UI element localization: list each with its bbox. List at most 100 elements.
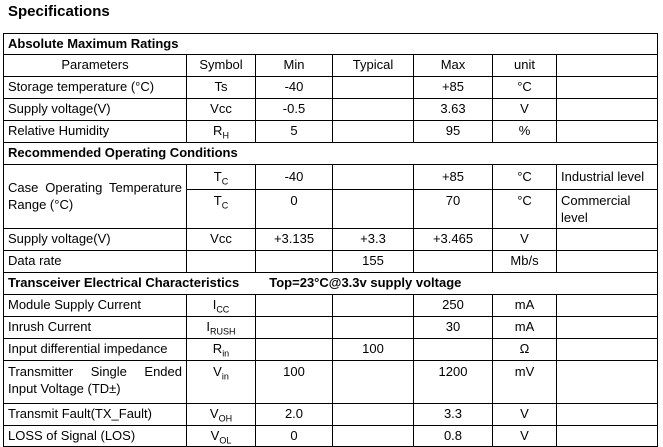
note-cell bbox=[555, 227, 659, 251]
test-condition: Top=23°C@3.3v supply voltage bbox=[269, 275, 462, 291]
symbol-cell: TC bbox=[186, 163, 256, 190]
typical-cell bbox=[332, 359, 414, 404]
note-cell bbox=[555, 337, 659, 361]
unit-cell: Ω bbox=[492, 337, 557, 361]
symbol-cell: Vin bbox=[186, 359, 256, 404]
page-title: Specifications bbox=[8, 3, 110, 20]
table-row: Supply voltage(V) Vcc -0.5 3.63 V bbox=[3, 97, 659, 121]
typical-cell bbox=[332, 163, 414, 190]
note-cell bbox=[555, 249, 659, 273]
param-cell: Inrush Current bbox=[3, 315, 187, 339]
typical-cell: 100 bbox=[332, 337, 414, 361]
symbol-cell: RH bbox=[186, 119, 256, 143]
min-cell: -0.5 bbox=[255, 97, 333, 121]
param-cell: Module Supply Current bbox=[3, 293, 187, 317]
min-cell bbox=[255, 249, 333, 273]
unit-cell: mA bbox=[492, 293, 557, 317]
column-header-min: Min bbox=[255, 53, 333, 77]
section-header-absolute-maximum-ratings: Absolute Maximum Ratings bbox=[2, 33, 659, 55]
symbol-cell: IRUSH bbox=[186, 315, 256, 339]
param-cell: Data rate bbox=[3, 249, 187, 273]
min-cell: 0 bbox=[255, 188, 333, 229]
column-header-notes bbox=[555, 53, 659, 77]
typical-cell bbox=[332, 424, 414, 447]
typical-cell bbox=[332, 188, 414, 229]
param-cell: Transmitter Single Ended Input Voltage (… bbox=[3, 359, 187, 404]
min-cell bbox=[255, 315, 333, 339]
symbol-cell: Vcc bbox=[186, 97, 256, 121]
param-cell: Transmit Fault(TX_Fault) bbox=[3, 402, 187, 426]
table-row: Case Operating Temperature Range (°C) TC… bbox=[3, 163, 659, 229]
note-cell bbox=[555, 402, 659, 426]
column-header-parameters: Parameters bbox=[3, 53, 187, 77]
max-cell: 3.63 bbox=[413, 97, 493, 121]
min-cell: -40 bbox=[255, 163, 333, 190]
max-cell: 1200 bbox=[413, 359, 493, 404]
symbol-cell: VOL bbox=[186, 424, 256, 447]
unit-cell: °C bbox=[492, 188, 557, 229]
section-row-recommended-operating-conditions: Recommended Operating Conditions bbox=[2, 141, 659, 165]
unit-cell: °C bbox=[492, 75, 557, 99]
note-cell bbox=[555, 293, 659, 317]
max-cell bbox=[413, 337, 493, 361]
note-cell bbox=[555, 97, 659, 121]
table-row: Storage temperature (°C) Ts -40 +85 °C bbox=[3, 75, 659, 99]
param-cell: Relative Humidity bbox=[3, 119, 187, 143]
column-header-symbol: Symbol bbox=[186, 53, 256, 77]
min-cell bbox=[255, 293, 333, 317]
spec-table: Absolute Maximum Ratings Parameters Symb… bbox=[2, 33, 659, 447]
typical-cell bbox=[332, 402, 414, 426]
section-header-transceiver-electrical-characteristics: Transceiver Electrical Characteristics To… bbox=[2, 271, 659, 295]
max-cell: 3.3 bbox=[413, 402, 493, 426]
max-cell: +85 bbox=[413, 75, 493, 99]
section-header-recommended-operating-conditions: Recommended Operating Conditions bbox=[2, 141, 659, 165]
param-cell: Supply voltage(V) bbox=[3, 97, 187, 121]
symbol-cell: VOH bbox=[186, 402, 256, 426]
symbol-cell bbox=[186, 249, 256, 273]
table-row: Supply voltage(V) Vcc +3.135 +3.3 +3.465… bbox=[3, 227, 659, 251]
table-row: LOSS of Signal (LOS) VOL 0 0.8 V bbox=[3, 424, 659, 447]
param-cell: Case Operating Temperature Range (°C) bbox=[3, 163, 187, 229]
column-header-max: Max bbox=[413, 53, 493, 77]
max-cell: 30 bbox=[413, 315, 493, 339]
typical-cell: 155 bbox=[332, 249, 414, 273]
table-row: TC 0 70 °C Commercial level bbox=[4, 188, 659, 229]
column-header-unit: unit bbox=[492, 53, 557, 77]
typical-cell: +3.3 bbox=[332, 227, 414, 251]
unit-cell: Mb/s bbox=[492, 249, 557, 273]
param-cell: Storage temperature (°C) bbox=[3, 75, 187, 99]
param-cell: Input differential impedance bbox=[3, 337, 187, 361]
table-row: Input differential impedance Rin 100 Ω bbox=[3, 337, 659, 361]
unit-cell: °C bbox=[492, 163, 557, 190]
min-cell: 2.0 bbox=[255, 402, 333, 426]
table-row: Transmit Fault(TX_Fault) VOH 2.0 3.3 V bbox=[3, 402, 659, 426]
note-cell bbox=[555, 424, 659, 447]
min-cell bbox=[255, 337, 333, 361]
typical-cell bbox=[332, 315, 414, 339]
unit-cell: V bbox=[492, 227, 557, 251]
note-cell: Commercial level bbox=[555, 188, 659, 229]
max-cell bbox=[413, 249, 493, 273]
unit-cell: V bbox=[492, 424, 557, 447]
unit-cell: V bbox=[492, 97, 557, 121]
note-cell bbox=[555, 119, 659, 143]
section-row-absolute-maximum-ratings: Absolute Maximum Ratings bbox=[2, 33, 659, 55]
min-cell: 5 bbox=[255, 119, 333, 143]
max-cell: 250 bbox=[413, 293, 493, 317]
min-cell: 100 bbox=[255, 359, 333, 404]
unit-cell: % bbox=[492, 119, 557, 143]
table-row: Inrush Current IRUSH 30 mA bbox=[3, 315, 659, 339]
column-header-row: Parameters Symbol Min Typical Max unit bbox=[3, 53, 659, 77]
symbol-cell: Vcc bbox=[186, 227, 256, 251]
min-cell: +3.135 bbox=[255, 227, 333, 251]
max-cell: +85 bbox=[413, 163, 493, 190]
unit-cell: mA bbox=[492, 315, 557, 339]
typical-cell bbox=[332, 97, 414, 121]
section-title: Transceiver Electrical Characteristics bbox=[8, 275, 240, 291]
typical-cell bbox=[332, 293, 414, 317]
unit-cell: mV bbox=[492, 359, 557, 404]
param-cell: Supply voltage(V) bbox=[3, 227, 187, 251]
max-cell: 95 bbox=[413, 119, 493, 143]
symbol-cell: ICC bbox=[186, 293, 256, 317]
symbol-cell: Rin bbox=[186, 337, 256, 361]
